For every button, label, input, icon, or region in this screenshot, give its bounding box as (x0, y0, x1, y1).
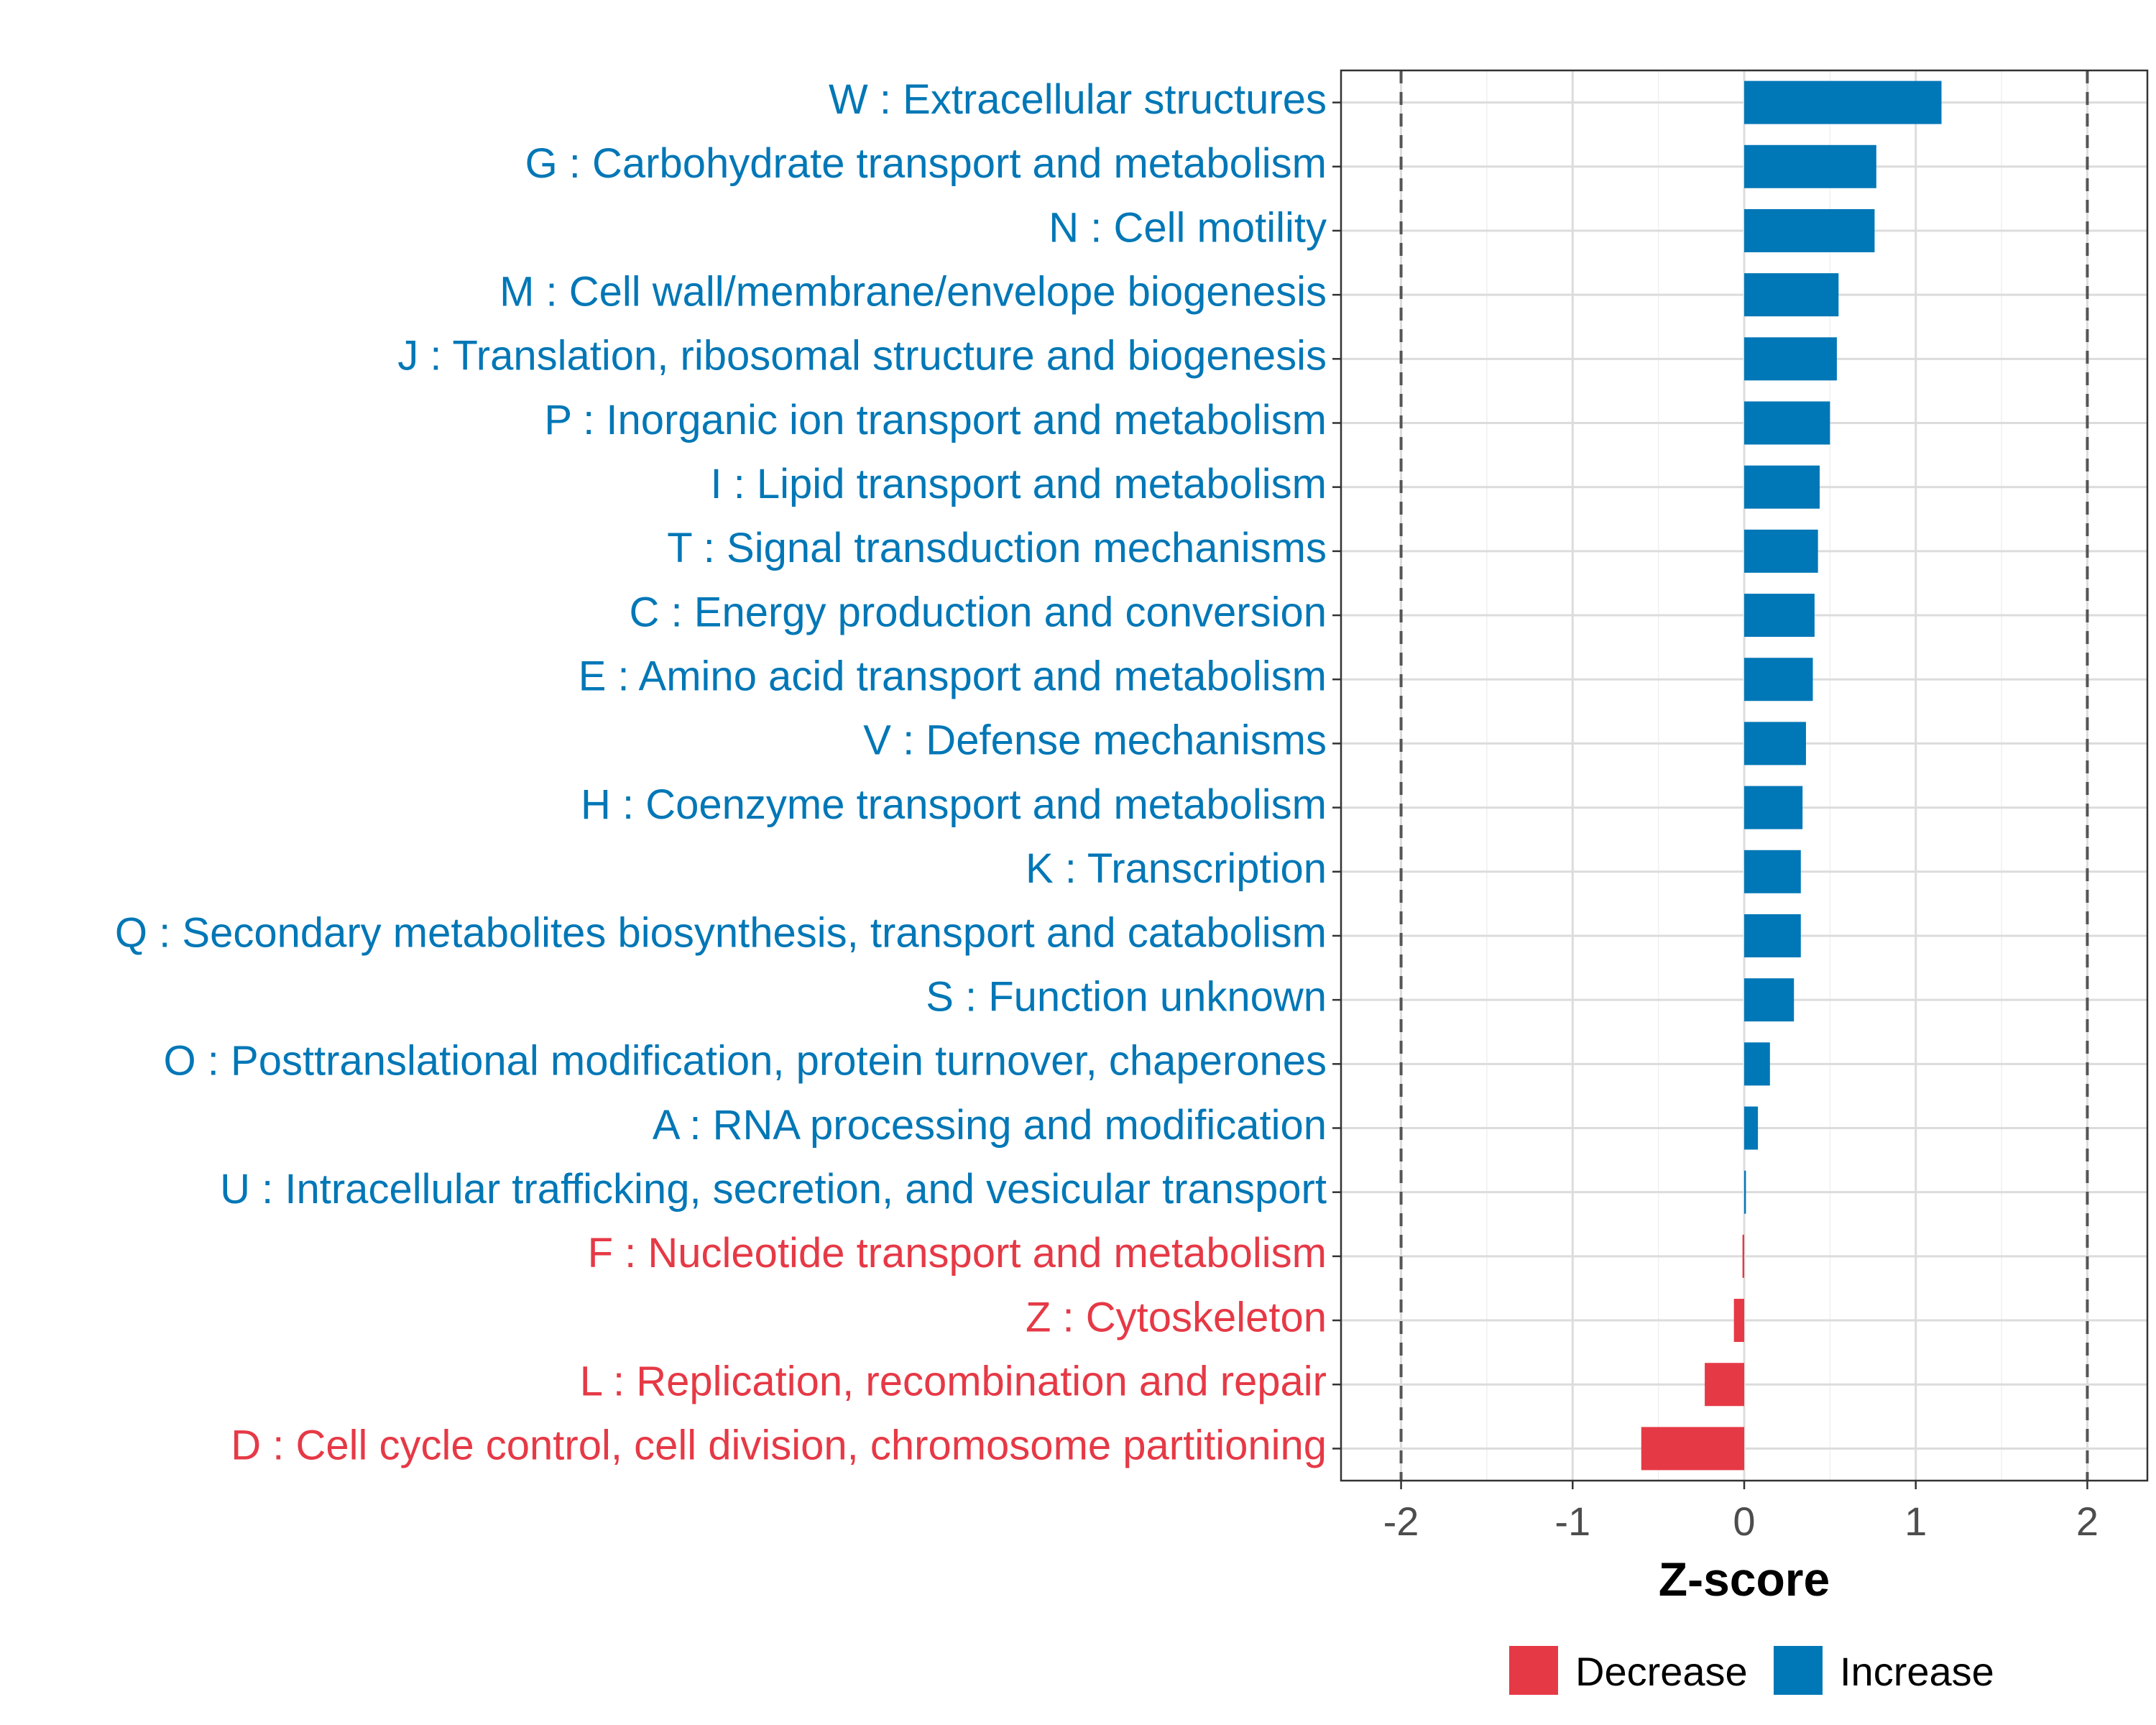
bar-l (1705, 1363, 1744, 1407)
category-label-j: J : Translation, ribosomal structure and… (397, 333, 1327, 380)
bar-p (1744, 401, 1830, 445)
bar-g (1744, 144, 1876, 188)
bar-d (1641, 1427, 1744, 1471)
bar-j (1744, 337, 1837, 381)
category-labels: W : Extracellular structures G : Carbohyd… (115, 76, 1327, 1469)
category-label-k: K : Transcription (1026, 845, 1327, 892)
bar-f (1742, 1234, 1744, 1278)
category-label-i: I : Lipid transport and metabolism (710, 461, 1327, 507)
x-tick-label: 1 (1904, 1499, 1927, 1544)
x-axis-ticks: -2 -1 0 1 2 (1383, 1481, 2099, 1544)
bar-w (1744, 80, 1942, 124)
category-label-h: H : Coenzyme transport and metabolism (581, 781, 1327, 828)
bar-a (1744, 1106, 1759, 1150)
bar-m (1744, 273, 1839, 317)
bar-t (1744, 529, 1818, 573)
bar-z (1733, 1299, 1744, 1343)
legend-swatch-decrease (1509, 1646, 1558, 1695)
category-label-e: E : Amino acid transport and metabolism (579, 653, 1327, 700)
category-label-z: Z : Cytoskeleton (1026, 1294, 1327, 1340)
category-label-v: V : Defense mechanisms (863, 717, 1327, 764)
bar-e (1744, 658, 1813, 702)
category-label-w: W : Extracellular structures (829, 76, 1327, 123)
category-label-m: M : Cell wall/membrane/envelope biogenes… (499, 268, 1327, 315)
x-tick-label: -2 (1383, 1499, 1419, 1544)
bar-v (1744, 722, 1806, 765)
x-tick-label: -1 (1554, 1499, 1590, 1544)
category-label-n: N : Cell motility (1049, 204, 1327, 251)
category-label-f: F : Nucleotide transport and metabolism (588, 1230, 1327, 1276)
x-tick-label: 2 (2076, 1499, 2099, 1544)
category-label-q: Q : Secondary metabolites biosynthesis, … (115, 909, 1327, 956)
x-axis-title: Z-score (1659, 1552, 1830, 1606)
category-label-c: C : Energy production and conversion (630, 589, 1327, 635)
category-label-a: A : RNA processing and modification (653, 1102, 1327, 1149)
y-axis-ticks (1332, 101, 1341, 1450)
bar-k (1744, 850, 1801, 893)
category-label-o: O : Posttranslational modification, prot… (164, 1038, 1327, 1085)
category-label-g: G : Carbohydrate transport and metabolis… (525, 140, 1327, 187)
legend-label-increase: Increase (1840, 1649, 1994, 1694)
category-label-s: S : Function unknown (926, 973, 1327, 1020)
legend-label-decrease: Decrease (1575, 1649, 1748, 1694)
legend-swatch-increase (1774, 1646, 1823, 1695)
bar-i (1744, 465, 1820, 509)
bar-c (1744, 594, 1815, 638)
category-label-u: U : Intracellular trafficking, secretion… (220, 1166, 1327, 1213)
bar-u (1744, 1170, 1746, 1214)
bar-s (1744, 978, 1795, 1022)
bar-q (1744, 914, 1801, 957)
category-label-l: L : Replication, recombination and repai… (580, 1358, 1327, 1405)
bar-h (1744, 786, 1803, 829)
category-label-d: D : Cell cycle control, cell division, c… (231, 1422, 1327, 1469)
category-label-t: T : Signal transduction mechanisms (667, 525, 1327, 571)
legend: Decrease Increase (1509, 1646, 1994, 1695)
category-label-p: P : Inorganic ion transport and metaboli… (544, 397, 1327, 443)
bar-layer (1641, 80, 1942, 1471)
bar-o (1744, 1042, 1770, 1086)
x-tick-label: 0 (1733, 1499, 1755, 1544)
reference-lines (1399, 70, 2089, 1481)
bar-n (1744, 208, 1875, 252)
